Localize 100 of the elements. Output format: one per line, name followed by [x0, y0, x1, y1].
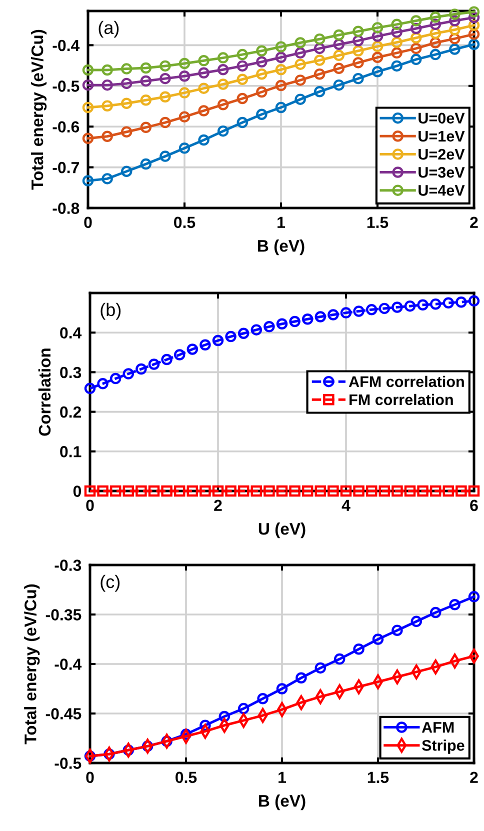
point	[468, 38, 480, 50]
point	[333, 38, 345, 50]
point	[160, 150, 171, 162]
y-tick-label: 0.1	[60, 446, 82, 458]
point	[238, 702, 250, 714]
y-tick-label: 0	[73, 486, 82, 497]
point	[218, 710, 230, 722]
point	[314, 662, 326, 674]
point	[256, 56, 268, 68]
legend-label: AFM	[422, 722, 454, 733]
point	[328, 309, 339, 320]
point	[372, 52, 384, 64]
point	[198, 134, 210, 146]
point	[217, 52, 229, 64]
point	[340, 485, 352, 497]
point	[449, 44, 460, 55]
point	[120, 63, 132, 74]
x-tick-label: 0.5	[176, 772, 197, 784]
point	[238, 328, 250, 340]
y-axis-title: Total energy (eV/Cu)	[30, 30, 47, 190]
point	[82, 102, 94, 114]
x-axis-title: B (eV)	[258, 240, 304, 256]
point	[120, 126, 132, 138]
x-tick-label: 4	[342, 500, 350, 511]
point	[102, 79, 113, 91]
legend-label: U=2eV	[418, 148, 465, 160]
point	[250, 324, 262, 336]
point	[148, 485, 160, 497]
legend-label: U=3eV	[418, 166, 465, 178]
point	[225, 330, 236, 342]
x-axis-title: B (eV)	[259, 794, 306, 810]
point	[302, 485, 314, 497]
point	[256, 86, 268, 98]
legend-label: U=0eV	[418, 112, 465, 124]
point	[296, 672, 307, 684]
annotation: (c)	[100, 574, 120, 592]
y-tick-label: -0.7	[52, 162, 79, 174]
y-tick-label: -0.8	[52, 202, 80, 214]
point	[256, 108, 268, 120]
x-tick-label: 0	[84, 216, 92, 228]
point	[468, 28, 480, 40]
point	[84, 382, 96, 394]
point	[178, 70, 190, 82]
point	[160, 72, 171, 84]
point	[410, 616, 422, 628]
point	[392, 624, 403, 636]
point	[102, 173, 113, 184]
point	[174, 349, 186, 360]
point	[178, 58, 190, 70]
point	[449, 15, 460, 26]
point	[353, 306, 364, 317]
point	[110, 485, 122, 497]
point	[200, 720, 211, 732]
point	[391, 60, 402, 72]
point	[392, 302, 403, 313]
point	[276, 683, 288, 694]
point	[198, 67, 210, 78]
point	[161, 354, 172, 366]
point	[160, 116, 171, 128]
point	[333, 62, 345, 74]
point	[417, 299, 428, 311]
y-tick-label: 0.4	[60, 327, 82, 339]
point	[236, 74, 248, 86]
legend-label: Stripe	[422, 740, 464, 754]
point	[314, 42, 326, 54]
annotation: (b)	[100, 302, 121, 320]
point	[468, 12, 480, 24]
point	[302, 314, 314, 325]
point	[430, 28, 442, 40]
point	[136, 363, 147, 375]
point	[217, 98, 229, 110]
point	[275, 80, 287, 92]
point	[294, 94, 306, 105]
point	[122, 485, 134, 497]
point	[430, 485, 442, 497]
point	[84, 485, 96, 497]
point	[120, 98, 132, 110]
point	[333, 79, 345, 91]
point	[417, 485, 428, 497]
point	[212, 485, 224, 497]
point	[186, 344, 198, 355]
point	[217, 78, 229, 90]
point	[136, 485, 147, 497]
point	[456, 296, 467, 308]
point	[449, 598, 460, 610]
point	[236, 60, 248, 72]
point	[404, 485, 416, 497]
point	[334, 653, 346, 665]
point	[328, 485, 339, 497]
point	[140, 75, 152, 87]
point	[353, 485, 364, 497]
point	[353, 644, 364, 655]
point	[392, 485, 403, 497]
point	[250, 485, 262, 497]
x-axis-title: U (eV)	[258, 522, 306, 538]
point	[352, 45, 364, 57]
point	[120, 78, 132, 90]
point	[430, 37, 442, 48]
point	[198, 105, 210, 116]
point	[410, 15, 422, 26]
